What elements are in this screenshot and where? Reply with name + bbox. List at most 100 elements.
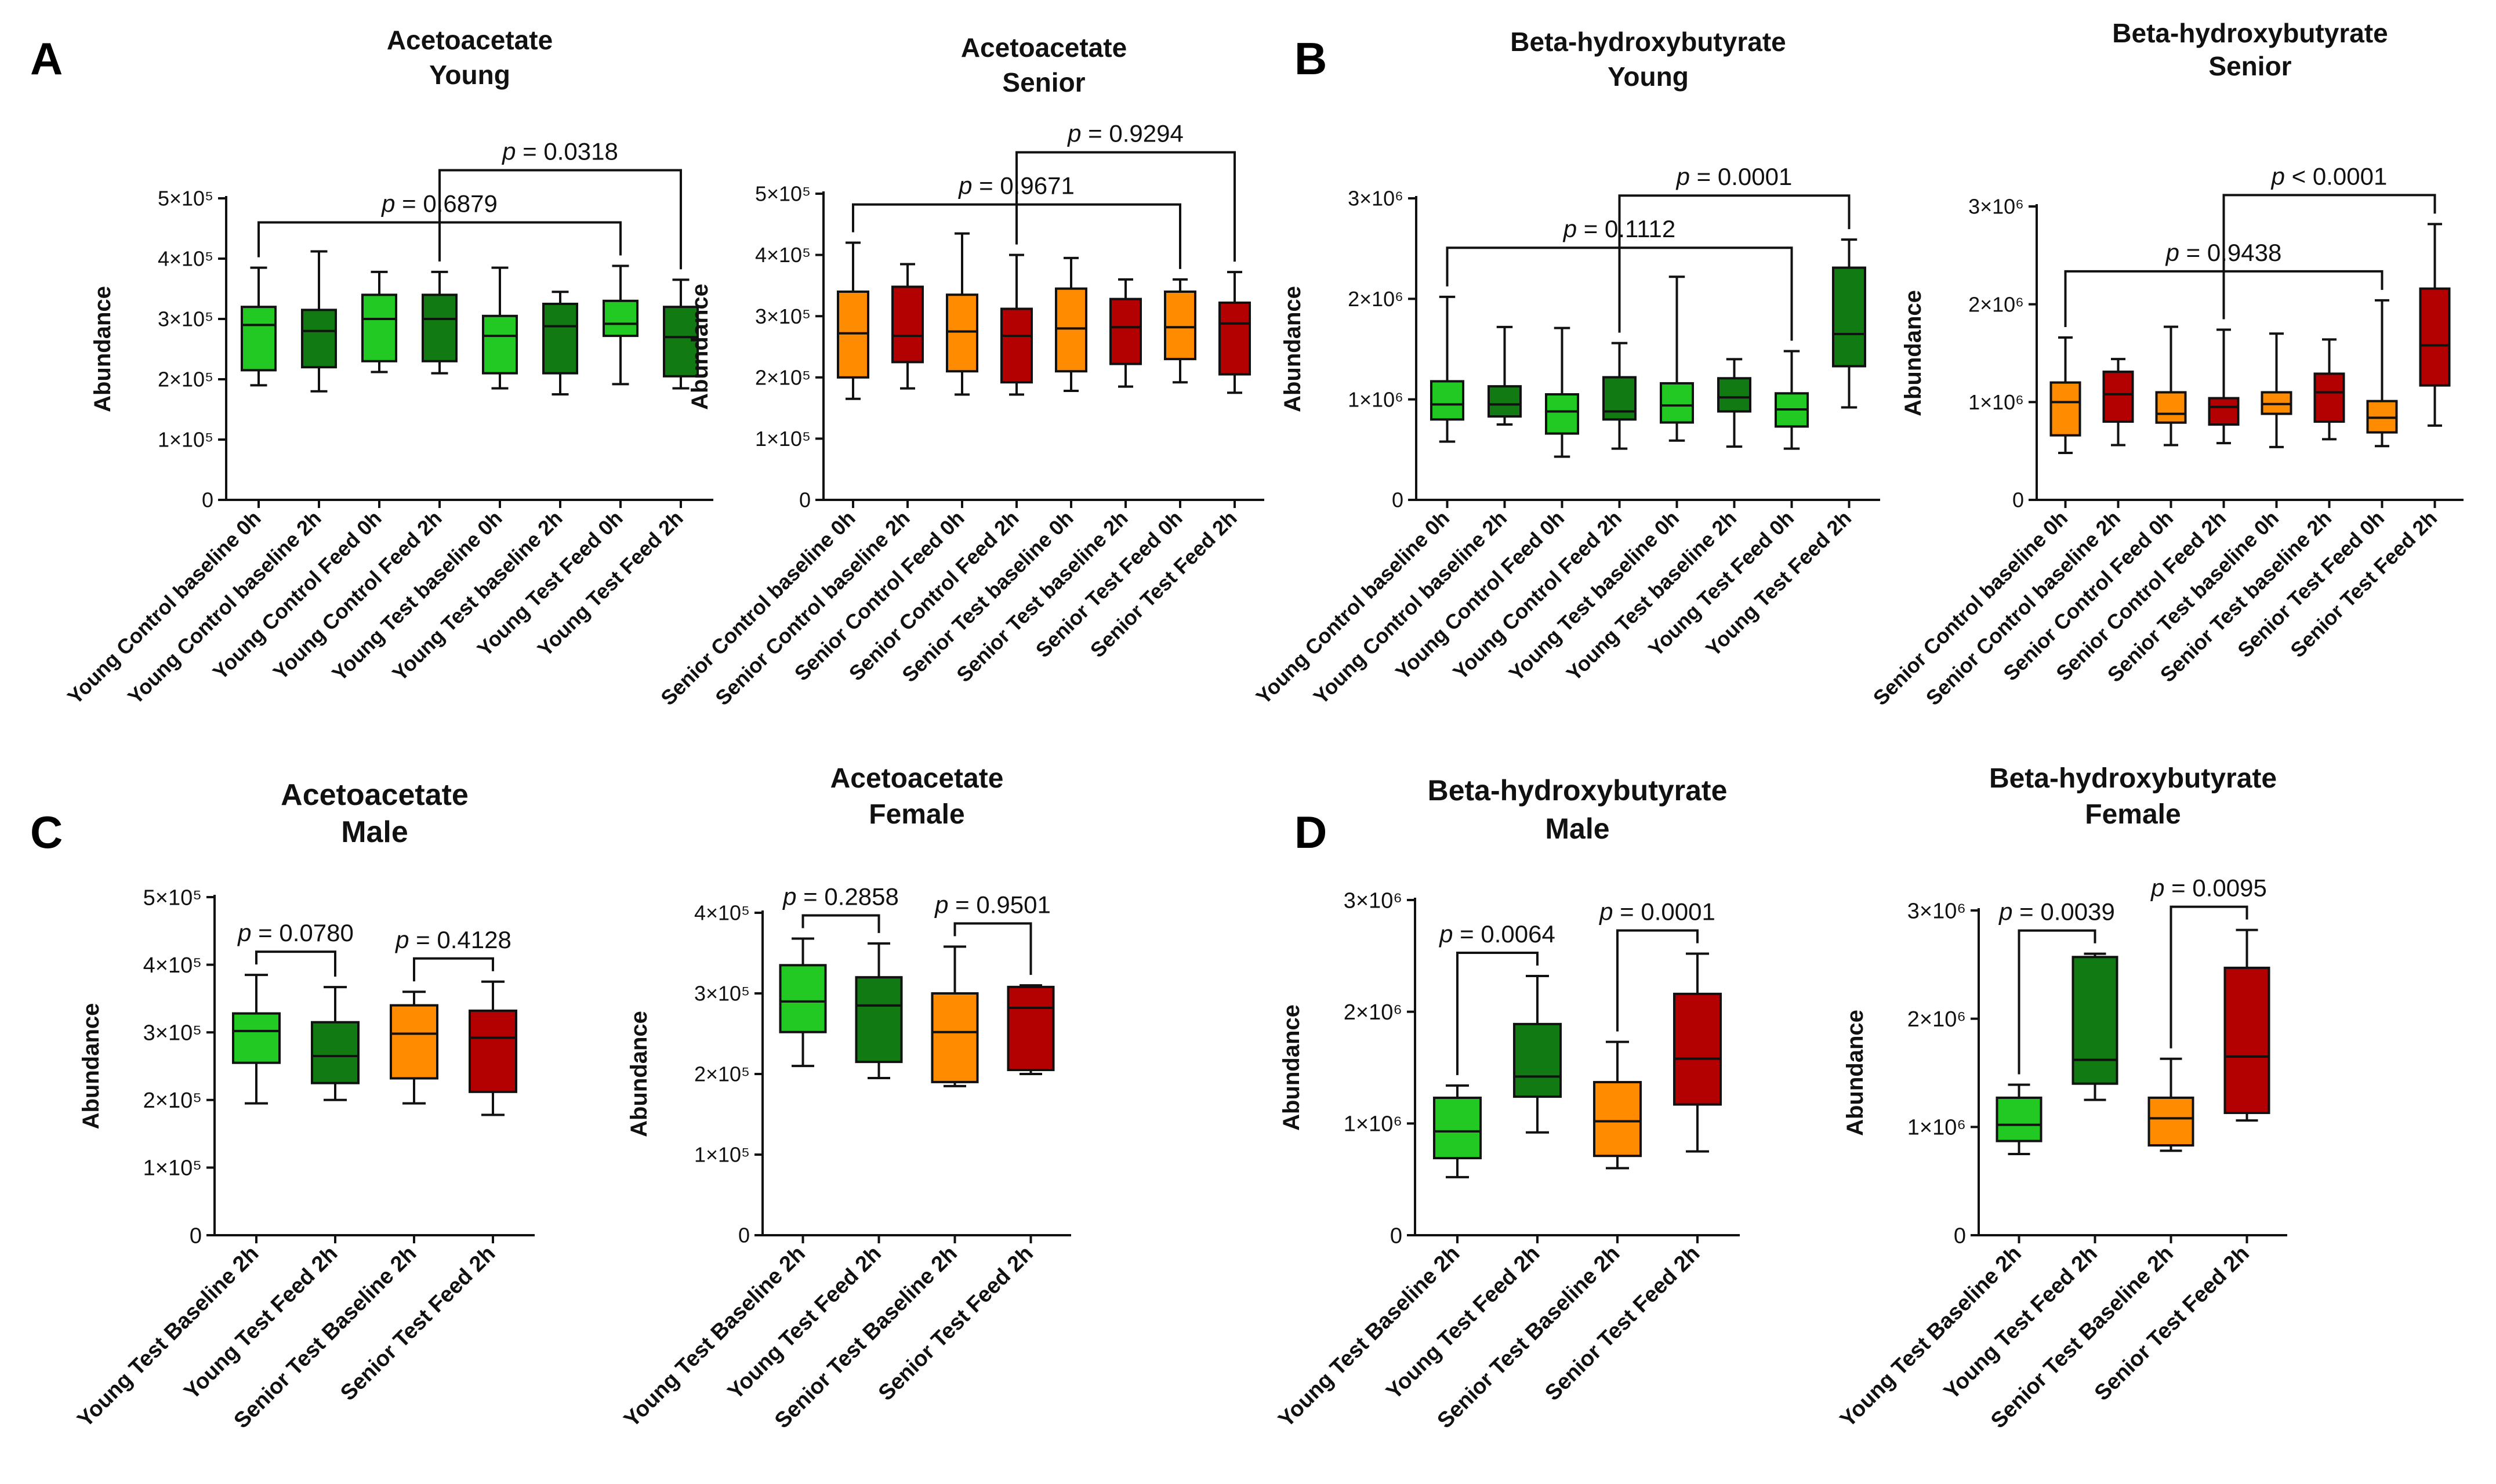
y-tick-label: 1×10⁵ [158,428,213,452]
y-tick-label: 0 [1954,1224,1966,1248]
y-tick-label: 4×10⁵ [755,243,811,267]
box-7 [1164,278,1196,384]
y-axis-label: Abundance [687,284,713,410]
p-value-label: p = 0.9294 [1066,120,1184,147]
box-iqr [2155,391,2187,424]
y-tick-label: 2×10⁵ [158,368,213,391]
p-value-label: p = 0.6879 [380,190,498,217]
y-tick-label: 1×10⁶ [1907,1116,1966,1140]
chart-title-line: Acetoacetate [281,778,469,812]
box-4 [1000,253,1033,396]
box-7 [603,264,638,386]
bracket-line [1618,194,1851,333]
significance-bracket: p = 0.0780 [237,919,354,977]
box-iqr [1593,1081,1642,1158]
box-iqr [1996,1096,2042,1142]
box-iqr [469,1009,517,1093]
box-2 [2102,358,2134,447]
box-iqr [542,303,578,375]
box-1 [1996,1083,2042,1155]
y-axis-label: Abundance [78,1003,104,1130]
box-iqr [482,314,518,375]
box-iqr [946,293,978,373]
box-4 [469,980,517,1116]
box-iqr [1545,393,1579,435]
p-value-label: p = 0.0318 [501,138,618,165]
y-tick-label: 3×10⁵ [755,304,811,328]
y-tick-label: 0 [190,1224,202,1248]
box-5 [1055,256,1087,393]
box-iqr [2419,287,2451,387]
p-value-label: p = 0.0001 [1675,163,1793,190]
significance-bracket: p = 0.0001 [1598,898,1715,1032]
box-1 [779,937,827,1068]
bracket-line [2222,194,2436,320]
chart-title-line: Beta-hydroxybutyrate [2112,18,2388,48]
p-value-label: p = 0.0780 [237,919,354,946]
y-tick-label: 5×10⁵ [158,187,213,211]
box-4 [1602,342,1637,450]
bracket-line [2018,929,2096,1075]
box-8 [663,278,699,390]
box-2 [855,942,903,1079]
bracket-line [2170,905,2248,1048]
y-tick-label: 0 [2012,488,2024,512]
box-2 [301,250,337,393]
significance-bracket: p = 0.4128 [394,926,511,982]
box-2 [2071,952,2118,1101]
box-6 [542,291,578,396]
chart-7: Beta-hydroxybutyrate Male 0 1×10⁶ 2×10⁶ 3×10⁶… [1274,774,1740,1434]
box-4 [422,270,458,375]
box-iqr [891,285,924,364]
box-iqr [663,306,699,378]
y-tick-label: 2×10⁶ [1348,287,1403,311]
significance-bracket: p = 0.0095 [2150,875,2267,1048]
p-value-label: p < 0.0001 [2270,162,2388,190]
box-iqr [241,306,277,372]
box-iqr [422,293,458,362]
box-6 [2313,338,2345,441]
box-4 [1673,952,1722,1153]
box-iqr [1832,266,1866,368]
x-category-label: Senior Test Feed 2h [336,1242,500,1406]
chart-6: Acetoacetate Female 0 1×10⁵ 2×10⁵ 3×10⁵ 4×10⁵ A… [619,763,1071,1434]
box-4 [1007,984,1055,1075]
box-3 [1593,1040,1642,1170]
box-4 [2223,928,2270,1122]
chart-title-line: Male [341,815,408,849]
chart-title-line: Acetoacetate [387,25,553,55]
box-iqr [1000,307,1033,384]
box-iqr [1055,287,1087,373]
y-tick-label: 3×10⁵ [158,307,213,331]
chart-title-line: Young [1608,61,1689,92]
y-tick-label: 0 [799,488,811,512]
chart-title-line: Young [429,60,510,90]
x-category-label: Young Test Feed 2h [1939,1242,2102,1405]
y-tick-label: 1×10⁶ [1968,390,2024,414]
bracket-line [413,957,494,982]
y-tick-label: 2×10⁵ [143,1088,202,1113]
significance-bracket: p = 0.0318 [438,138,682,270]
box-2 [1488,325,1522,426]
chart-8: Beta-hydroxybutyrate Female 0 1×10⁶ 2×10⁶ 3×1… [1835,763,2287,1434]
box-iqr [779,964,827,1033]
y-tick-label: 4×10⁵ [694,901,750,925]
x-category-label: Senior Control baseline 2h [1921,506,2125,710]
y-tick-label: 3×10⁵ [143,1021,202,1046]
y-tick-label: 1×10⁶ [1344,1112,1402,1137]
box-iqr [1488,385,1522,418]
p-value-label: p = 0.4128 [394,926,511,953]
y-tick-label: 1×10⁵ [143,1156,202,1181]
x-category-label: Young Test Feed 2h [1381,1242,1544,1405]
y-tick-label: 0 [1390,1224,1402,1248]
p-value-label: p = 0.9671 [957,172,1075,199]
significance-bracket: p = 0.9501 [934,891,1051,975]
box-iqr [1218,301,1251,376]
chart-title-line: Acetoacetate [961,32,1127,63]
box-iqr [2102,371,2134,423]
box-1 [1430,295,1464,443]
bracket-line [801,914,880,933]
y-tick-label: 3×10⁶ [1344,888,1402,913]
box-iqr [2147,1096,2194,1147]
box-8 [2419,223,2451,427]
